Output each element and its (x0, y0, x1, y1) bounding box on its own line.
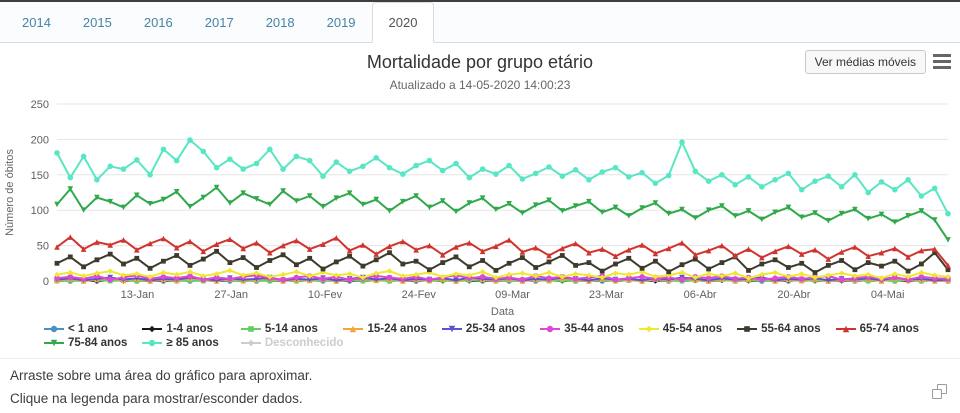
tab-2016[interactable]: 2016 (143, 14, 173, 30)
x-tick-label: 10-Fev (308, 289, 343, 301)
5-14-anos-marker-icon (240, 326, 261, 332)
x-tick-label: 20-Abr (777, 289, 810, 301)
legend-label: 55-64 anos (761, 323, 821, 335)
legend-label: 35-44 anos (564, 323, 624, 335)
x-tick-label: 23-Mar (589, 289, 624, 301)
1-ano-marker-icon (44, 325, 64, 333)
legend-label: 75-84 anos (68, 337, 128, 349)
tab-2020[interactable]: 2020 (371, 2, 435, 43)
legend-label: 5-14 anos (264, 323, 318, 335)
tab-2018[interactable]: 2018 (265, 14, 295, 30)
series-75-84-anos[interactable] (54, 184, 951, 243)
55-64-anos-marker-icon (737, 326, 758, 332)
legend-item-45-54-anos[interactable]: 45-54 anos (638, 323, 737, 335)
legend-item-1-4-anos[interactable]: 1-4 anos (142, 323, 240, 335)
tab-2014[interactable]: 2014 (22, 14, 51, 30)
legend-label: ≥ 85 anos (166, 337, 219, 349)
x-axis-title: Data (491, 306, 515, 318)
x-tick-labels: 13-Jan 27-Jan 10-Fev 24-Fev 09-Mar 23-Mar 06-A… (121, 289, 905, 301)
moving-averages-button[interactable]: Ver médias móveis (804, 50, 926, 74)
legend-label: 15-24 anos (367, 323, 427, 335)
85-anos-marker-icon (142, 339, 163, 347)
legend-item-85-anos[interactable]: ≥ 85 anos (142, 337, 240, 349)
chart-title: Mortalidade por grupo etário (366, 52, 594, 72)
year-tab-bar: 2014 2015 2016 2017 2018 2019 2020 (0, 2, 960, 43)
legend-label: < 1 ano (68, 323, 108, 335)
y-tick-label: 250 (31, 99, 49, 111)
tab-2017[interactable]: 2017 (204, 14, 234, 30)
legend-item-desconhecido[interactable]: Desconhecido (240, 337, 344, 349)
desconhecido-marker-icon (240, 339, 261, 347)
45-54-anos-marker-icon (638, 325, 659, 333)
series-65-74-anos[interactable] (54, 234, 951, 269)
x-tick-label: 06-Abr (684, 289, 717, 301)
legend-item-25-34-anos[interactable]: 25-34 anos (441, 323, 540, 335)
y-axis-title: Número de óbitos (4, 149, 16, 236)
chart-plot-area[interactable]: 0 50 100 150 200 250 13-Jan 27-Jan 10-Fev 24-Fev 0… (0, 96, 960, 321)
legend-label: 1-4 anos (166, 323, 214, 335)
x-tick-label: 27-Jan (214, 289, 248, 301)
65-74-anos-marker-icon (835, 325, 856, 333)
35-44-anos-marker-icon (540, 325, 561, 333)
y-tick-label: 100 (31, 205, 49, 217)
usage-hints: Arraste sobre uma área do gráfico para a… (0, 358, 960, 408)
legend-item-65-74-anos[interactable]: 65-74 anos (835, 323, 934, 335)
legend-item-75-84-anos[interactable]: 75-84 anos (44, 337, 142, 349)
copy-icon[interactable] (932, 384, 947, 399)
y-tick-label: 50 (37, 241, 49, 253)
legend-item-1-ano[interactable]: < 1 ano (44, 323, 142, 335)
hint-zoom: Arraste sobre uma área do gráfico para a… (10, 368, 313, 383)
x-tick-label: 13-Jan (121, 289, 155, 301)
legend-item-55-64-anos[interactable]: 55-64 anos (737, 323, 835, 335)
1-4-anos-marker-icon (142, 325, 163, 333)
tab-2019[interactable]: 2019 (326, 14, 356, 30)
25-34-anos-marker-icon (441, 325, 462, 333)
series-85-anos[interactable] (54, 137, 951, 217)
x-tick-label: 09-Mar (495, 289, 530, 301)
legend-item-35-44-anos[interactable]: 35-44 anos (540, 323, 638, 335)
tab-2015[interactable]: 2015 (82, 14, 112, 30)
series-45-54-anos[interactable] (54, 267, 951, 281)
legend-item-5-14-anos[interactable]: 5-14 anos (240, 323, 344, 335)
legend-label: 25-34 anos (465, 323, 526, 335)
chart-legend: < 1 ano 1-4 anos 5-14 anos 15-24 anos 25-34 … (0, 323, 960, 349)
x-tick-label: 04-Mai (871, 289, 905, 301)
legend-label: Desconhecido (264, 337, 344, 349)
hint-legend: Clique na legenda para mostrar/esconder … (10, 390, 303, 406)
15-24-anos-marker-icon (343, 325, 364, 333)
legend-label: 45-54 anos (662, 323, 723, 335)
chart-card: Ver médias móveis Mortalidade por grupo … (0, 43, 960, 399)
chart-subtitle: Atualizado a 14-05-2020 14:00:23 (389, 78, 571, 92)
legend-label: 65-74 anos (859, 323, 920, 335)
x-tick-label: 24-Fev (402, 289, 437, 301)
series-55-64-anos[interactable] (54, 248, 951, 275)
75-84-anos-marker-icon (44, 339, 64, 347)
legend-item-15-24-anos[interactable]: 15-24 anos (343, 323, 441, 335)
y-tick-label: 150 (31, 170, 49, 182)
chart-menu-icon[interactable] (933, 54, 951, 72)
y-tick-label: 200 (31, 134, 49, 146)
y-tick-label: 0 (43, 276, 49, 288)
